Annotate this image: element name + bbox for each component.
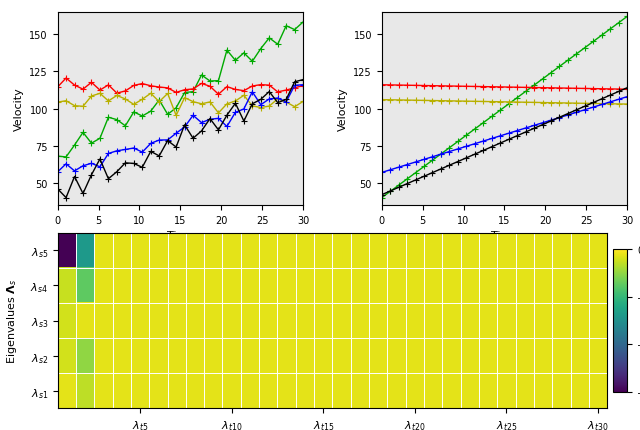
Y-axis label: Velocity: Velocity bbox=[338, 87, 348, 131]
X-axis label: Time: Time bbox=[167, 231, 194, 241]
Text: (a): (a) bbox=[170, 264, 191, 279]
Text: (b): (b) bbox=[493, 264, 515, 279]
X-axis label: Time: Time bbox=[491, 231, 518, 241]
Y-axis label: Velocity: Velocity bbox=[13, 87, 24, 131]
Y-axis label: Eigenvalues $\mathbf{\Lambda}_s$: Eigenvalues $\mathbf{\Lambda}_s$ bbox=[5, 278, 19, 363]
